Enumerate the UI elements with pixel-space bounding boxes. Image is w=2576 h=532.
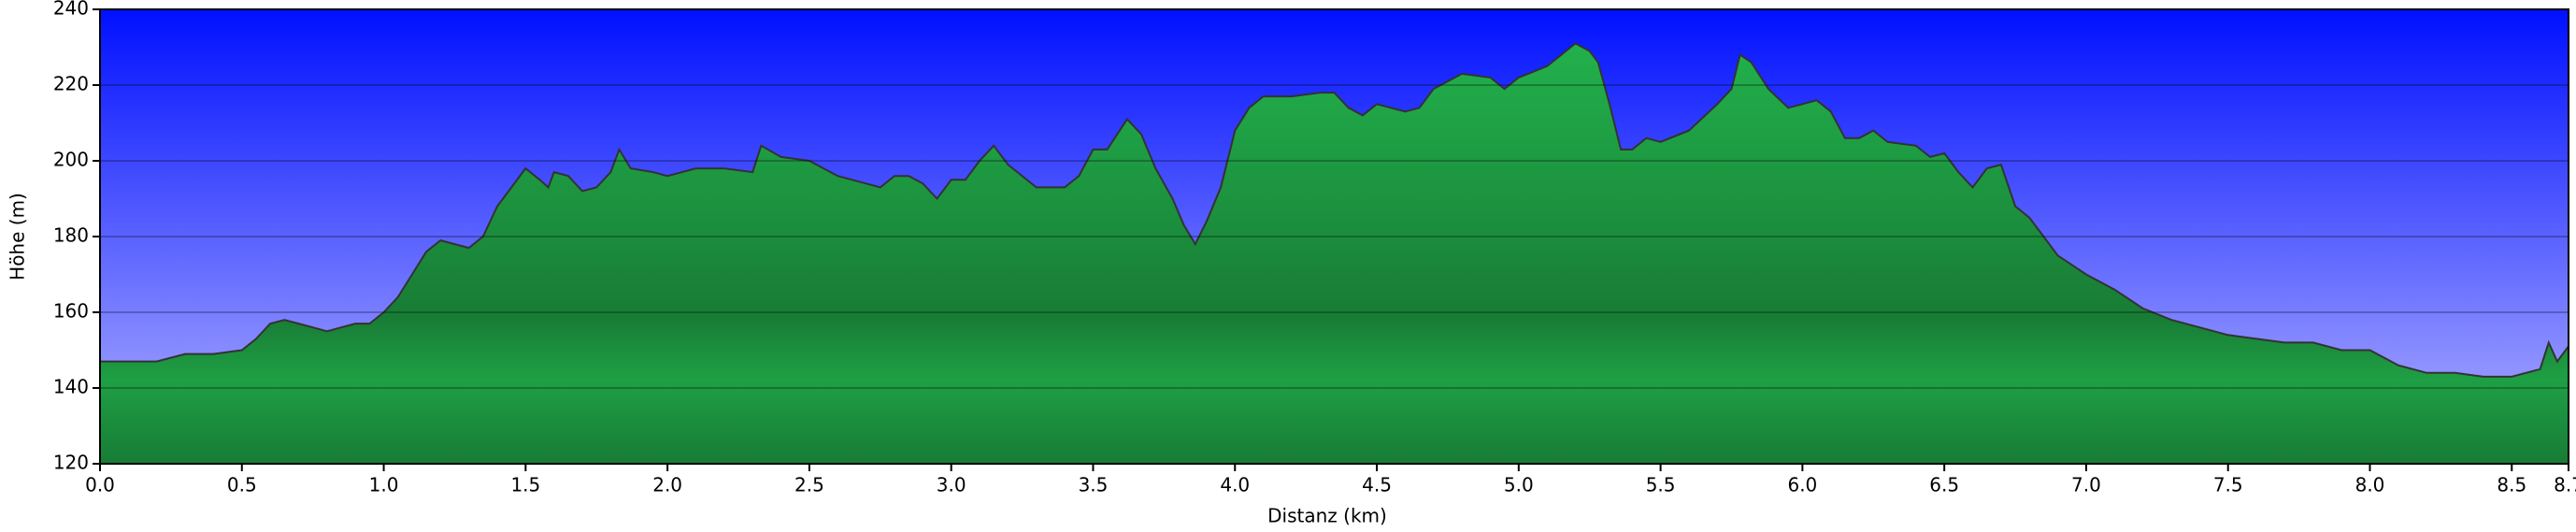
y-tick-label: 200	[53, 149, 89, 171]
y-tick-label: 140	[53, 376, 89, 398]
x-tick-label: 5.0	[1504, 474, 1534, 496]
x-tick-label: 8.5	[2497, 474, 2526, 496]
y-tick-label: 160	[53, 300, 89, 323]
x-tick-label: 7.5	[2213, 474, 2243, 496]
elevation-outline	[100, 42, 2569, 378]
x-tick-label: 5.5	[1646, 474, 1676, 496]
x-tick-label: 2.0	[652, 474, 682, 496]
x-tick-label: 4.0	[1220, 474, 1250, 496]
y-tick-label: 240	[53, 0, 89, 20]
y-tick-label: 180	[53, 224, 89, 247]
x-tick-label: 3.5	[1079, 474, 1109, 496]
x-tick-label: 8.7	[2554, 474, 2576, 496]
x-tick-label: 6.5	[1929, 474, 1959, 496]
x-tick-label: 0.5	[227, 474, 257, 496]
x-axis-title: Distanz (km)	[1267, 505, 1387, 527]
x-tick-label: 1.5	[510, 474, 540, 496]
x-tick-label: 7.0	[2071, 474, 2101, 496]
y-tick-label: 220	[53, 73, 89, 95]
x-tick-label: 2.5	[794, 474, 824, 496]
y-tick-label: 120	[53, 452, 89, 474]
y-axis-title: Höhe (m)	[7, 193, 29, 280]
x-tick-label: 8.0	[2355, 474, 2385, 496]
x-tick-label: 0.0	[85, 474, 115, 496]
x-tick-label: 4.5	[1362, 474, 1392, 496]
x-tick-label: 1.0	[369, 474, 399, 496]
area-shade	[100, 43, 2569, 465]
x-tick-label: 6.0	[1787, 474, 1817, 496]
marks	[100, 42, 2569, 465]
x-tick-label: 3.0	[937, 474, 966, 496]
